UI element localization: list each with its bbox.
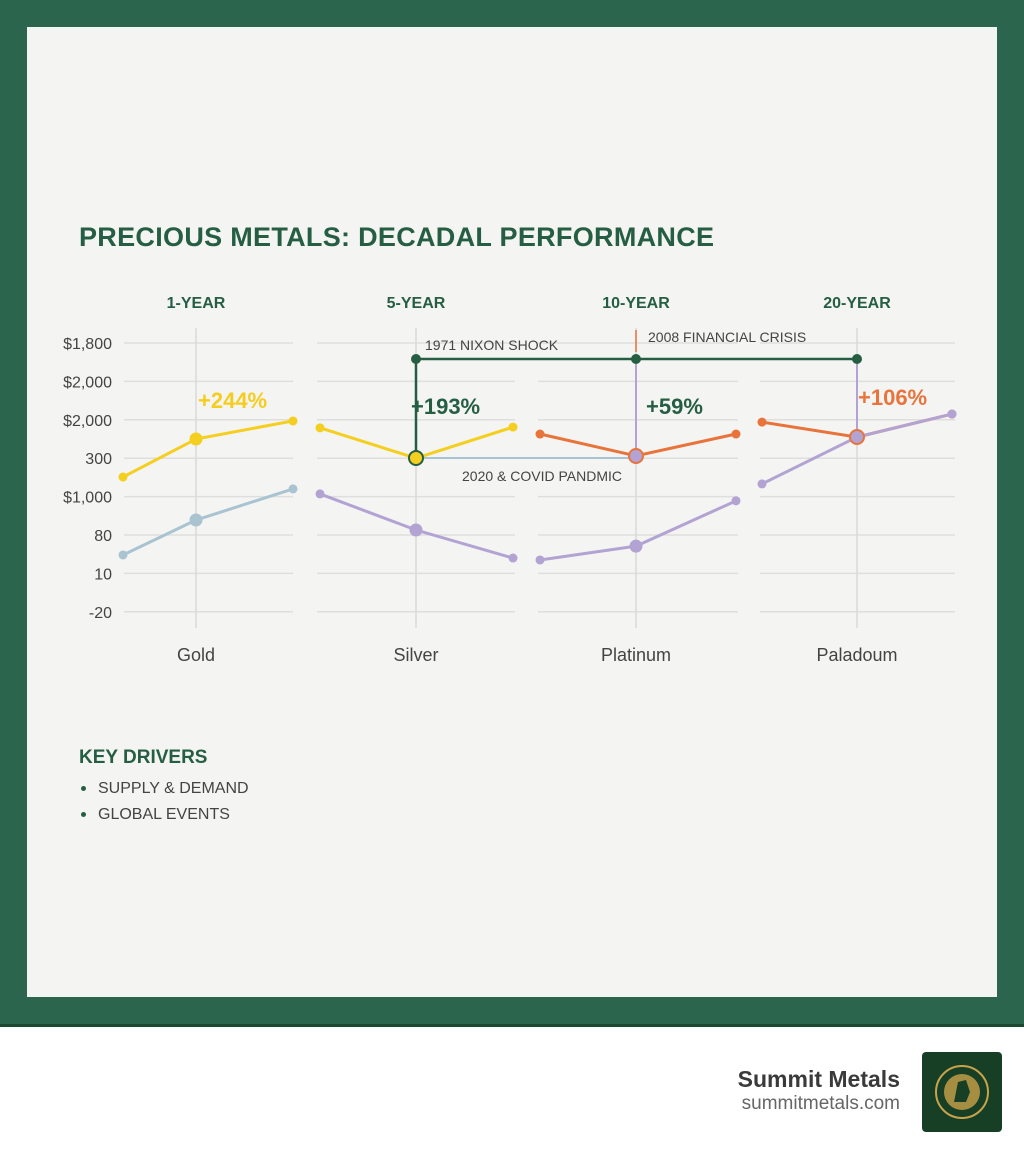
period-label: 20-YEAR: [823, 295, 891, 312]
summit-metals-logo: [922, 1052, 1002, 1132]
period-label: 10-YEAR: [602, 295, 670, 312]
brand[interactable]: Summit Metals summitmetals.com: [738, 1066, 900, 1115]
data-point: [118, 472, 128, 482]
series-line: [122, 419, 294, 479]
y-tick-label: $1,800: [63, 336, 112, 353]
data-point: [731, 429, 741, 439]
y-tick-label: $1,000: [63, 490, 112, 507]
data-point: [508, 422, 518, 432]
data-point: [315, 489, 325, 499]
metal-label: Paladoum: [816, 645, 897, 665]
change-label: +244%: [198, 388, 267, 413]
data-point: [409, 523, 423, 537]
series-line: [122, 487, 294, 557]
data-point: [731, 496, 741, 506]
change-label: +106%: [858, 385, 927, 410]
nixon-dot: [631, 354, 641, 364]
annotation-covid: 2020 & COVID PANDMIC: [462, 468, 622, 484]
data-point: [288, 484, 298, 494]
data-point: [947, 409, 957, 419]
annotation-2008: 2008 FINANCIAL CRISIS: [648, 329, 806, 345]
highlight-point: [628, 448, 644, 464]
annotation-nixon: 1971 NIXON SHOCK: [425, 337, 559, 353]
key-drivers-title: KEY DRIVERS: [79, 747, 208, 768]
highlight-point: [408, 450, 424, 466]
metal-label: Gold: [177, 645, 215, 665]
data-point: [757, 417, 767, 427]
metal-label: Silver: [393, 645, 438, 665]
change-label: +193%: [411, 394, 480, 419]
nixon-dot: [852, 354, 862, 364]
data-point: [118, 550, 128, 560]
chart-title: PRECIOUS METALS: DECADAL PERFORMANCE: [79, 222, 715, 252]
metal-label: Platinum: [601, 645, 671, 665]
y-tick-label: -20: [89, 605, 112, 622]
data-point: [535, 429, 545, 439]
y-tick-label: $2,000: [63, 413, 112, 430]
chart: $1,800 $2,000 $2,000 300 $1,000 80 10 -20 1-YEAR…: [63, 295, 957, 665]
y-tick-label: $2,000: [63, 374, 112, 391]
y-tick-label: 300: [85, 451, 112, 468]
data-point: [315, 423, 325, 433]
data-point: [757, 479, 767, 489]
y-tick-label: 80: [94, 528, 112, 545]
nixon-dot: [411, 354, 421, 364]
brand-url[interactable]: summitmetals.com: [741, 1093, 900, 1114]
highlight-point: [849, 429, 865, 445]
data-point: [288, 416, 298, 426]
brand-name: Summit Metals: [737, 1066, 900, 1092]
data-point: [189, 432, 203, 446]
change-label: +59%: [646, 394, 703, 419]
data-point: [535, 555, 545, 565]
key-driver-item: SUPPLY & DEMAND: [81, 780, 249, 798]
key-driver-item: GLOBAL EVENTS: [81, 806, 230, 824]
y-tick-label: 10: [94, 566, 112, 583]
data-point: [629, 539, 643, 553]
data-point: [189, 513, 203, 527]
period-label: 5-YEAR: [387, 295, 446, 312]
chart-card: [27, 27, 997, 997]
period-label: 1-YEAR: [167, 295, 226, 312]
data-point: [508, 553, 518, 563]
